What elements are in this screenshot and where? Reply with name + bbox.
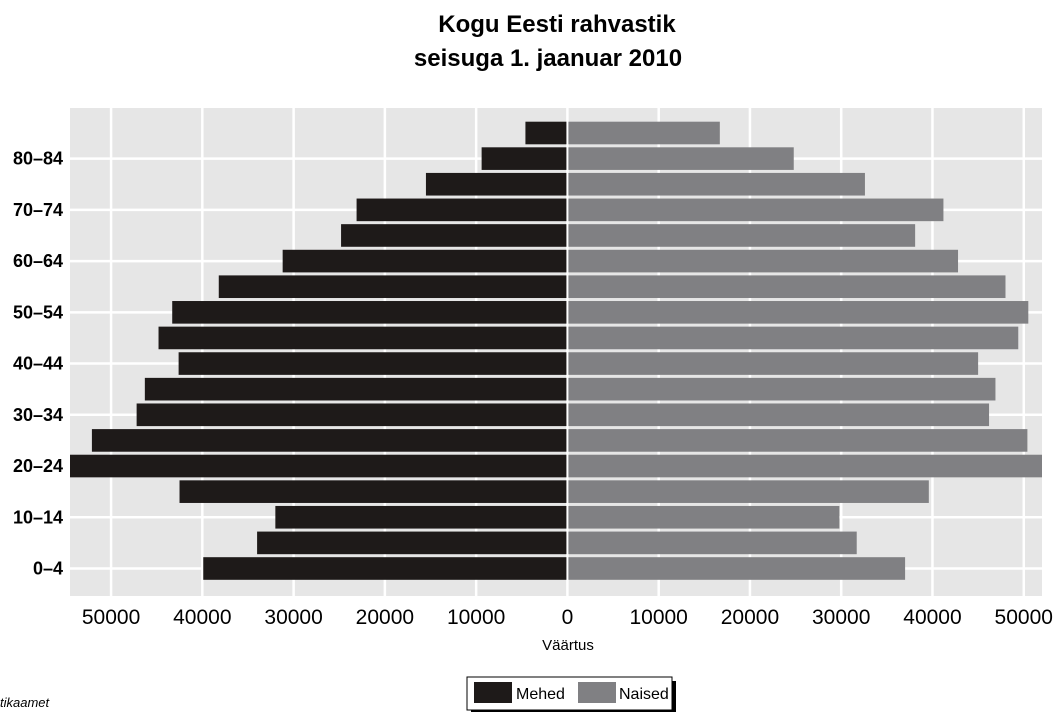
legend-swatch-mehed <box>474 682 512 703</box>
bar-naised-55–59 <box>568 275 1006 299</box>
bar-naised-80–84 <box>568 147 794 170</box>
bar-naised-40–44 <box>568 352 979 375</box>
legend-label-naised: Naised <box>619 686 669 703</box>
legend: Mehed Naised <box>466 676 676 712</box>
legend-label-mehed: Mehed <box>516 686 565 703</box>
bar-naised-25–29 <box>568 429 1028 452</box>
bars <box>70 121 1042 580</box>
bar-naised-15–19 <box>568 480 929 503</box>
bar-mehed-60–64 <box>282 249 567 273</box>
x-tick-label: 20000 <box>356 606 414 629</box>
y-tick-label: 50–54 <box>13 302 63 322</box>
bar-naised-0–4 <box>568 557 906 580</box>
y-tick-label: 20–24 <box>13 456 63 476</box>
y-tick-label: 10–14 <box>13 507 63 527</box>
legend-swatch-naised <box>578 682 616 703</box>
bar-mehed-10–14 <box>275 505 567 529</box>
bar-naised-60–64 <box>568 249 959 273</box>
x-tick-label: 50000 <box>82 606 140 629</box>
x-tick-label: 20000 <box>721 606 779 629</box>
bar-mehed-30–34 <box>136 403 567 427</box>
bar-mehed-85+ <box>525 121 567 145</box>
x-tick-label: 0 <box>562 606 574 629</box>
bar-naised-85+ <box>568 121 720 145</box>
bar-mehed-25–29 <box>91 429 567 452</box>
bar-naised-5–9 <box>568 531 857 555</box>
x-tick-label: 40000 <box>903 606 961 629</box>
bar-naised-70–74 <box>568 198 944 222</box>
bar-mehed-75–79 <box>425 172 567 196</box>
y-tick-label: 0–4 <box>33 559 63 579</box>
y-tick-label: 70–74 <box>13 200 63 220</box>
source-note: tikaamet <box>0 695 51 710</box>
bar-naised-20–24 <box>568 454 1042 478</box>
y-tick-label: 40–44 <box>13 354 63 374</box>
bar-naised-75–79 <box>568 172 865 196</box>
x-tick-label: 30000 <box>264 606 322 629</box>
x-tick-label: 50000 <box>995 606 1053 629</box>
bar-mehed-80–84 <box>481 147 567 170</box>
bar-naised-45–49 <box>568 326 1019 350</box>
chart-subtitle: seisuga 1. jaanuar 2010 <box>414 45 682 72</box>
bar-naised-30–34 <box>568 403 990 427</box>
x-tick-label: 30000 <box>812 606 870 629</box>
x-tick-label: 10000 <box>629 606 687 629</box>
bar-naised-65–69 <box>568 224 916 247</box>
bar-mehed-70–74 <box>356 198 567 222</box>
bar-mehed-5–9 <box>257 531 567 555</box>
bar-naised-10–14 <box>568 505 840 529</box>
y-tick-label: 60–64 <box>13 251 63 271</box>
x-axis-label: Väärtus <box>542 637 594 654</box>
bar-mehed-40–44 <box>178 352 567 375</box>
bar-mehed-35–39 <box>144 377 567 401</box>
bar-mehed-15–19 <box>179 480 567 503</box>
y-tick-label: 80–84 <box>13 149 63 169</box>
bar-naised-35–39 <box>568 377 996 401</box>
y-tick-label: 30–34 <box>13 405 63 425</box>
y-axis-tick-labels: 0–4 10–14 20–24 30–34 40–44 50–54 60–64 70–74 80… <box>13 149 63 579</box>
bar-mehed-45–49 <box>158 326 567 350</box>
x-axis-tick-labels: 50000 40000 30000 20000 10000 0 10000 20000 3000… <box>82 606 1053 629</box>
bar-mehed-55–59 <box>218 275 567 299</box>
bar-mehed-65–69 <box>341 224 567 247</box>
bar-naised-50–54 <box>568 301 1029 324</box>
x-tick-label: 10000 <box>447 606 505 629</box>
bar-mehed-50–54 <box>172 301 567 324</box>
bar-mehed-20–24 <box>70 454 567 478</box>
bar-mehed-0–4 <box>203 557 567 580</box>
chart-title: Kogu Eesti rahvastik <box>438 11 676 38</box>
x-tick-label: 40000 <box>173 606 231 629</box>
